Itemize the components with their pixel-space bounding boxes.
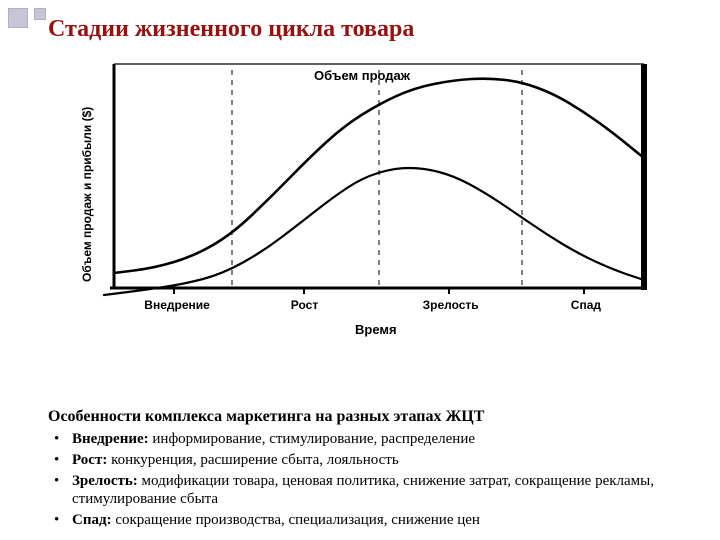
bullet-item: Зрелость: модификации товара, ценовая по… <box>48 472 680 510</box>
chart-stage-label: Зрелость <box>423 298 479 312</box>
marketing-bullets: Внедрение: информирование, стимулировани… <box>48 430 680 532</box>
deco-square-small <box>34 8 46 20</box>
bullet-text: конкуренция, расширение сбыта, лояльност… <box>107 452 398 468</box>
bullet-item: Рост: конкуренция, расширение сбыта, лоя… <box>48 451 680 470</box>
bullet-label: Внедрение: <box>72 431 149 447</box>
marketing-subtitle: Особенности комплекса маркетинга на разн… <box>48 408 484 426</box>
deco-square-big <box>8 8 28 28</box>
bullet-text: сокращение производства, специализация, … <box>112 512 480 528</box>
chart-xlabel: Время <box>355 322 397 337</box>
lifecycle-chart: Объем продаж и прибыли ($) Объем продаж … <box>60 58 660 348</box>
bullet-item: Спад: сокращение производства, специализ… <box>48 511 680 530</box>
chart-stage-label: Спад <box>571 298 601 312</box>
chart-stage-label: Рост <box>291 298 318 312</box>
bullet-label: Зрелость: <box>72 473 138 489</box>
chart-sales-label: Объем продаж <box>314 68 410 83</box>
deco-squares <box>8 8 46 28</box>
bullet-item: Внедрение: информирование, стимулировани… <box>48 430 680 449</box>
bullet-text: модификации товара, ценовая политика, сн… <box>72 473 654 508</box>
chart-ylabel: Объем продаж и прибыли ($) <box>80 107 94 282</box>
chart-stage-label: Внедрение <box>144 298 210 312</box>
bullet-label: Рост: <box>72 452 107 468</box>
page-title: Стадии жизненного цикла товара <box>48 16 414 43</box>
bullet-text: информирование, стимулирование, распреде… <box>149 431 475 447</box>
bullet-label: Спад: <box>72 512 112 528</box>
